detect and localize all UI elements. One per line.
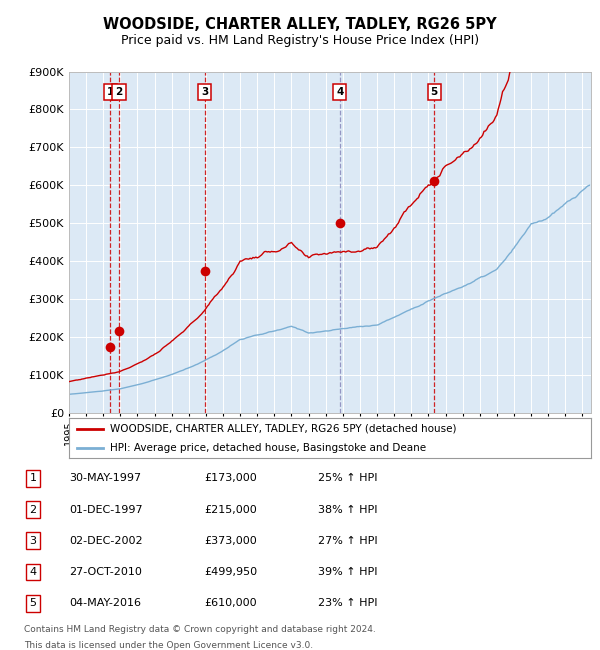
Text: 4: 4 xyxy=(336,87,343,98)
Text: 02-DEC-2002: 02-DEC-2002 xyxy=(69,536,143,546)
Text: 2: 2 xyxy=(29,504,37,515)
Text: 3: 3 xyxy=(201,87,208,98)
Text: £373,000: £373,000 xyxy=(204,536,257,546)
Text: £173,000: £173,000 xyxy=(204,473,257,484)
Text: 3: 3 xyxy=(29,536,37,546)
Text: 1: 1 xyxy=(107,87,114,98)
Text: £215,000: £215,000 xyxy=(204,504,257,515)
Text: WOODSIDE, CHARTER ALLEY, TADLEY, RG26 5PY (detached house): WOODSIDE, CHARTER ALLEY, TADLEY, RG26 5P… xyxy=(110,424,456,434)
Text: £499,950: £499,950 xyxy=(204,567,257,577)
Text: Contains HM Land Registry data © Crown copyright and database right 2024.: Contains HM Land Registry data © Crown c… xyxy=(24,625,376,634)
Text: 04-MAY-2016: 04-MAY-2016 xyxy=(69,598,141,608)
Text: 39% ↑ HPI: 39% ↑ HPI xyxy=(318,567,377,577)
Text: HPI: Average price, detached house, Basingstoke and Deane: HPI: Average price, detached house, Basi… xyxy=(110,443,426,453)
Text: 27-OCT-2010: 27-OCT-2010 xyxy=(69,567,142,577)
Text: 2: 2 xyxy=(115,87,122,98)
Text: 01-DEC-1997: 01-DEC-1997 xyxy=(69,504,143,515)
Text: £610,000: £610,000 xyxy=(204,598,257,608)
Text: 5: 5 xyxy=(431,87,438,98)
Text: 23% ↑ HPI: 23% ↑ HPI xyxy=(318,598,377,608)
Text: 25% ↑ HPI: 25% ↑ HPI xyxy=(318,473,377,484)
Text: WOODSIDE, CHARTER ALLEY, TADLEY, RG26 5PY: WOODSIDE, CHARTER ALLEY, TADLEY, RG26 5P… xyxy=(103,17,497,32)
Text: 1: 1 xyxy=(29,473,37,484)
Text: This data is licensed under the Open Government Licence v3.0.: This data is licensed under the Open Gov… xyxy=(24,641,313,650)
Text: 27% ↑ HPI: 27% ↑ HPI xyxy=(318,536,377,546)
Text: Price paid vs. HM Land Registry's House Price Index (HPI): Price paid vs. HM Land Registry's House … xyxy=(121,34,479,47)
Text: 5: 5 xyxy=(29,598,37,608)
Text: 30-MAY-1997: 30-MAY-1997 xyxy=(69,473,141,484)
Text: 38% ↑ HPI: 38% ↑ HPI xyxy=(318,504,377,515)
Text: 4: 4 xyxy=(29,567,37,577)
